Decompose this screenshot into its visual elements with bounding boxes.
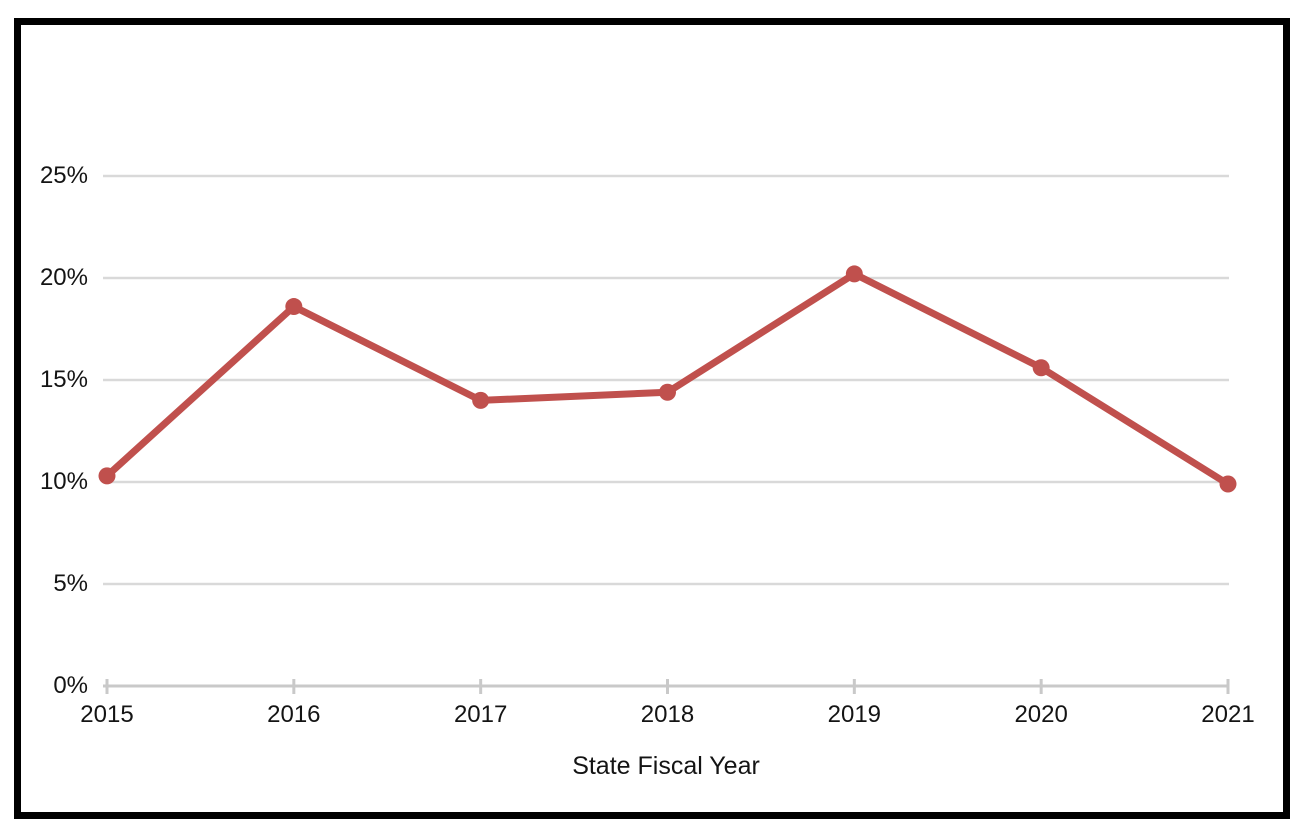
data-point-marker (285, 298, 303, 316)
y-axis-tick-label: 10% (39, 468, 88, 495)
x-axis-tick-label: 2016 (267, 701, 321, 728)
y-axis-tick-label: 0% (53, 672, 88, 699)
data-point-marker (1032, 359, 1050, 377)
x-axis-tick-label: 2020 (1014, 701, 1068, 728)
x-axis-title: State Fiscal Year (572, 752, 760, 780)
data-point-marker (472, 391, 490, 409)
data-point-marker (98, 467, 116, 485)
x-axis-tick-label: 2017 (453, 701, 508, 728)
y-axis-tick-label: 5% (53, 570, 88, 597)
x-axis-tick-label: 2015 (80, 701, 134, 728)
x-axis-tick-label: 2021 (1201, 701, 1255, 728)
x-axis-tick-label: 2018 (640, 701, 695, 728)
x-axis-tick-label: 2019 (827, 701, 882, 728)
y-axis-tick-label: 25% (39, 162, 88, 189)
y-axis-tick-label: 20% (39, 264, 88, 291)
data-point-marker (659, 383, 676, 401)
data-point-marker (845, 265, 863, 283)
data-point-marker (1219, 475, 1237, 493)
y-axis-tick-label: 15% (39, 366, 88, 393)
